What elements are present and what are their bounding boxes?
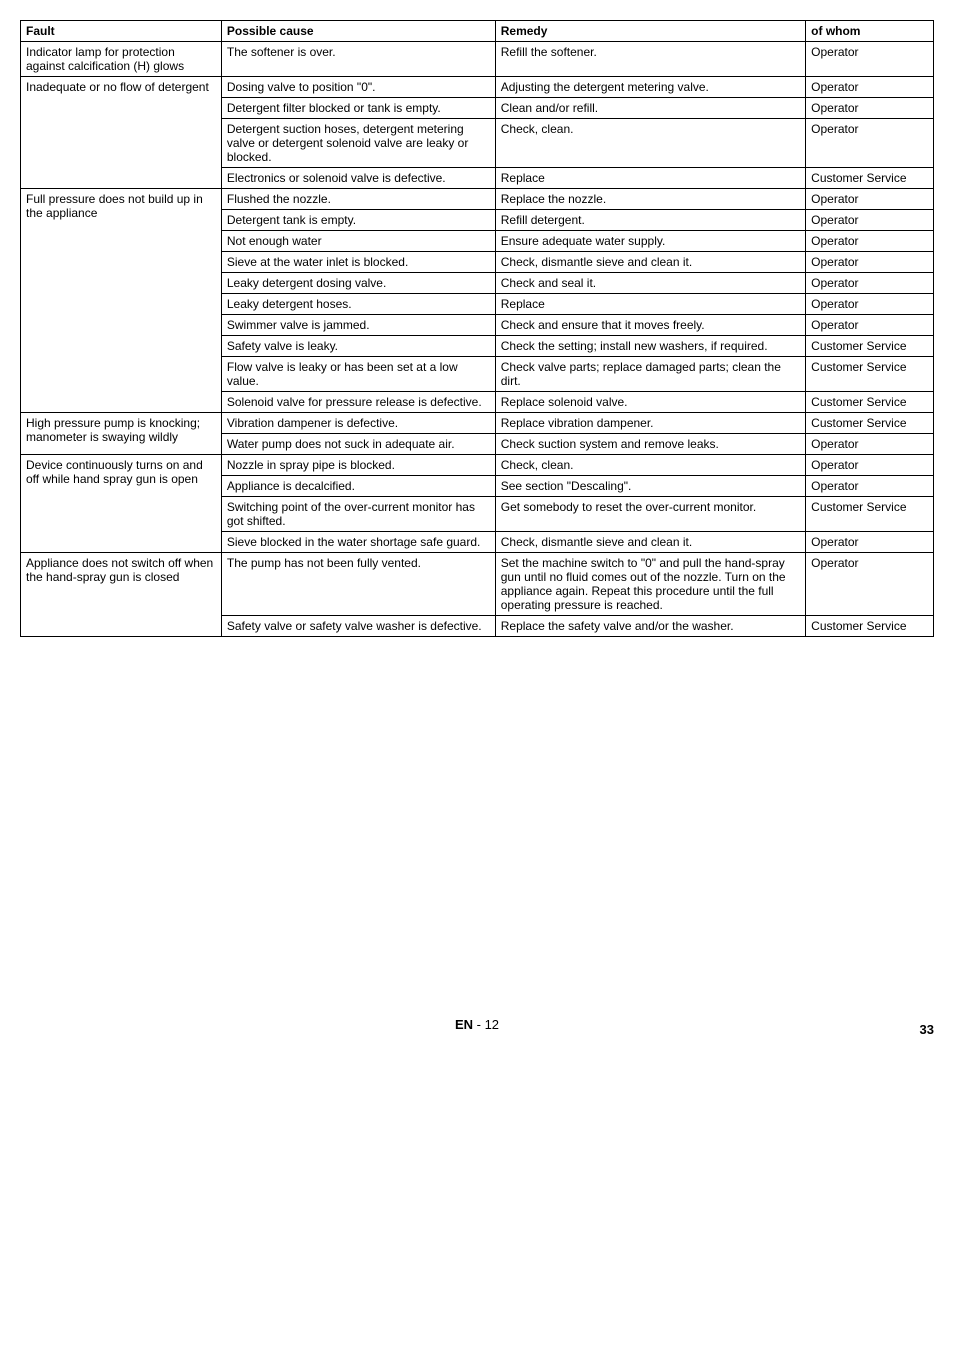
cell-cause: Flow valve is leaky or has been set at a… xyxy=(221,357,495,392)
cell-cause: Vibration dampener is defective. xyxy=(221,413,495,434)
cell-cause: Switching point of the over-current moni… xyxy=(221,497,495,532)
cell-remedy: Replace xyxy=(495,294,805,315)
table-row: Device continuously turns on and off whi… xyxy=(21,455,934,476)
cell-cause: Sieve blocked in the water shortage safe… xyxy=(221,532,495,553)
cell-whom: Customer Service xyxy=(806,336,934,357)
cell-cause: Detergent filter blocked or tank is empt… xyxy=(221,98,495,119)
cell-remedy: Check the setting; install new washers, … xyxy=(495,336,805,357)
cell-cause: The softener is over. xyxy=(221,42,495,77)
cell-whom: Customer Service xyxy=(806,497,934,532)
cell-whom: Operator xyxy=(806,455,934,476)
cell-whom: Operator xyxy=(806,476,934,497)
cell-remedy: Replace solenoid valve. xyxy=(495,392,805,413)
cell-remedy: Refill the softener. xyxy=(495,42,805,77)
cell-remedy: Replace vibration dampener. xyxy=(495,413,805,434)
cell-cause: Detergent tank is empty. xyxy=(221,210,495,231)
footer-page-number: 33 xyxy=(920,1022,934,1037)
cell-remedy: Check valve parts; replace damaged parts… xyxy=(495,357,805,392)
cell-cause: Solenoid valve for pressure release is d… xyxy=(221,392,495,413)
table-row: Full pressure does not build up in the a… xyxy=(21,189,934,210)
cell-remedy: Get somebody to reset the over-current m… xyxy=(495,497,805,532)
cell-whom: Customer Service xyxy=(806,413,934,434)
cell-remedy: Check suction system and remove leaks. xyxy=(495,434,805,455)
cell-remedy: Check, dismantle sieve and clean it. xyxy=(495,252,805,273)
cell-fault: High pressure pump is knocking; manomete… xyxy=(21,413,222,455)
cell-whom: Operator xyxy=(806,434,934,455)
cell-whom: Operator xyxy=(806,189,934,210)
cell-whom: Operator xyxy=(806,77,934,98)
cell-whom: Operator xyxy=(806,210,934,231)
table-header-row: Fault Possible cause Remedy of whom xyxy=(21,21,934,42)
cell-remedy: Adjusting the detergent metering valve. xyxy=(495,77,805,98)
cell-whom: Customer Service xyxy=(806,616,934,637)
cell-cause: Sieve at the water inlet is blocked. xyxy=(221,252,495,273)
table-body: Indicator lamp for protection against ca… xyxy=(21,42,934,637)
cell-cause: Not enough water xyxy=(221,231,495,252)
cell-remedy: Refill detergent. xyxy=(495,210,805,231)
cell-remedy: See section "Descaling". xyxy=(495,476,805,497)
footer-page-inner: - 12 xyxy=(477,1017,499,1032)
cell-remedy: Clean and/or refill. xyxy=(495,98,805,119)
cell-fault: Device continuously turns on and off whi… xyxy=(21,455,222,553)
cell-remedy: Set the machine switch to "0" and pull t… xyxy=(495,553,805,616)
cell-remedy: Replace the nozzle. xyxy=(495,189,805,210)
table-row: Appliance does not switch off when the h… xyxy=(21,553,934,616)
cell-whom: Operator xyxy=(806,119,934,168)
cell-cause: Appliance is decalcified. xyxy=(221,476,495,497)
cell-whom: Operator xyxy=(806,315,934,336)
cell-remedy: Replace xyxy=(495,168,805,189)
cell-whom: Operator xyxy=(806,532,934,553)
table-row: Indicator lamp for protection against ca… xyxy=(21,42,934,77)
footer-center: EN - 12 xyxy=(20,1017,934,1032)
cell-whom: Operator xyxy=(806,273,934,294)
header-whom: of whom xyxy=(806,21,934,42)
table-row: High pressure pump is knocking; manomete… xyxy=(21,413,934,434)
cell-whom: Customer Service xyxy=(806,357,934,392)
fault-table: Fault Possible cause Remedy of whom Indi… xyxy=(20,20,934,637)
table-row: Inadequate or no flow of detergentDosing… xyxy=(21,77,934,98)
header-remedy: Remedy xyxy=(495,21,805,42)
cell-remedy: Check, clean. xyxy=(495,455,805,476)
cell-cause: Nozzle in spray pipe is blocked. xyxy=(221,455,495,476)
cell-cause: Safety valve or safety valve washer is d… xyxy=(221,616,495,637)
cell-whom: Customer Service xyxy=(806,168,934,189)
cell-fault: Indicator lamp for protection against ca… xyxy=(21,42,222,77)
cell-cause: Leaky detergent dosing valve. xyxy=(221,273,495,294)
cell-remedy: Check and ensure that it moves freely. xyxy=(495,315,805,336)
cell-whom: Operator xyxy=(806,231,934,252)
cell-cause: Flushed the nozzle. xyxy=(221,189,495,210)
page-footer: EN - 12 33 xyxy=(20,1017,934,1037)
cell-whom: Customer Service xyxy=(806,392,934,413)
header-fault: Fault xyxy=(21,21,222,42)
cell-cause: Swimmer valve is jammed. xyxy=(221,315,495,336)
cell-cause: Leaky detergent hoses. xyxy=(221,294,495,315)
cell-cause: Water pump does not suck in adequate air… xyxy=(221,434,495,455)
cell-cause: The pump has not been fully vented. xyxy=(221,553,495,616)
cell-whom: Operator xyxy=(806,294,934,315)
cell-fault: Appliance does not switch off when the h… xyxy=(21,553,222,637)
header-cause: Possible cause xyxy=(221,21,495,42)
cell-cause: Electronics or solenoid valve is defecti… xyxy=(221,168,495,189)
footer-lang: EN xyxy=(455,1017,473,1032)
cell-remedy: Check, dismantle sieve and clean it. xyxy=(495,532,805,553)
cell-whom: Operator xyxy=(806,252,934,273)
cell-fault: Inadequate or no flow of detergent xyxy=(21,77,222,189)
cell-cause: Detergent suction hoses, detergent meter… xyxy=(221,119,495,168)
cell-cause: Safety valve is leaky. xyxy=(221,336,495,357)
cell-whom: Operator xyxy=(806,42,934,77)
cell-fault: Full pressure does not build up in the a… xyxy=(21,189,222,413)
cell-remedy: Replace the safety valve and/or the wash… xyxy=(495,616,805,637)
cell-remedy: Ensure adequate water supply. xyxy=(495,231,805,252)
cell-cause: Dosing valve to position "0". xyxy=(221,77,495,98)
cell-whom: Operator xyxy=(806,553,934,616)
cell-whom: Operator xyxy=(806,98,934,119)
cell-remedy: Check, clean. xyxy=(495,119,805,168)
cell-remedy: Check and seal it. xyxy=(495,273,805,294)
